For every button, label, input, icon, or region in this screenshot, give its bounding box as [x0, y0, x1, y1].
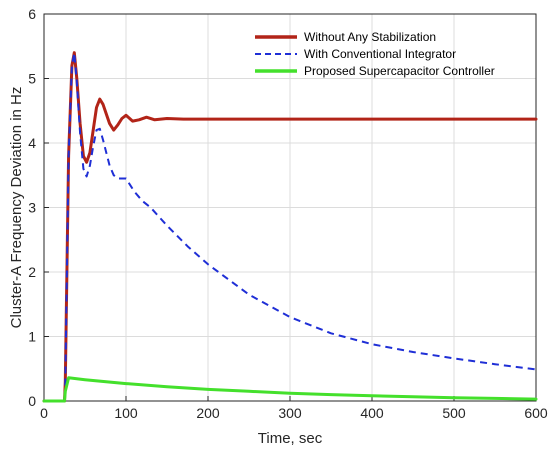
y-axis-title: Cluster-A Frequency Deviation in Hz: [8, 87, 25, 329]
y-tick-label: 0: [28, 393, 36, 409]
legend-label-3: Proposed Supercapacitor Controller: [304, 64, 495, 78]
series-line-2: [44, 51, 537, 402]
legend: Without Any Stabilization With Convention…: [255, 30, 495, 78]
x-axis-title: Time, sec: [258, 430, 323, 447]
x-tick-label: 500: [442, 405, 466, 421]
y-tick-label: 2: [28, 264, 36, 280]
y-tick-label: 1: [28, 329, 36, 345]
y-tick-label: 4: [28, 135, 36, 151]
legend-label-1: Without Any Stabilization: [304, 30, 436, 44]
data-series: [42, 51, 538, 403]
legend-label-2: With Conventional Integrator: [304, 47, 456, 61]
series-line-3: [42, 376, 538, 403]
axis-ticks: 0 100 200 300 400 500 600 0 1 2 3 4 5 6: [28, 6, 548, 421]
x-tick-label: 200: [196, 405, 220, 421]
x-tick-label: 0: [40, 405, 48, 421]
y-tick-label: 5: [28, 71, 36, 87]
x-tick-label: 600: [524, 405, 548, 421]
y-tick-label: 3: [28, 200, 36, 216]
x-tick-label: 100: [114, 405, 138, 421]
x-tick-label: 300: [278, 405, 302, 421]
y-tick-label: 6: [28, 6, 36, 22]
x-tick-label: 400: [360, 405, 384, 421]
